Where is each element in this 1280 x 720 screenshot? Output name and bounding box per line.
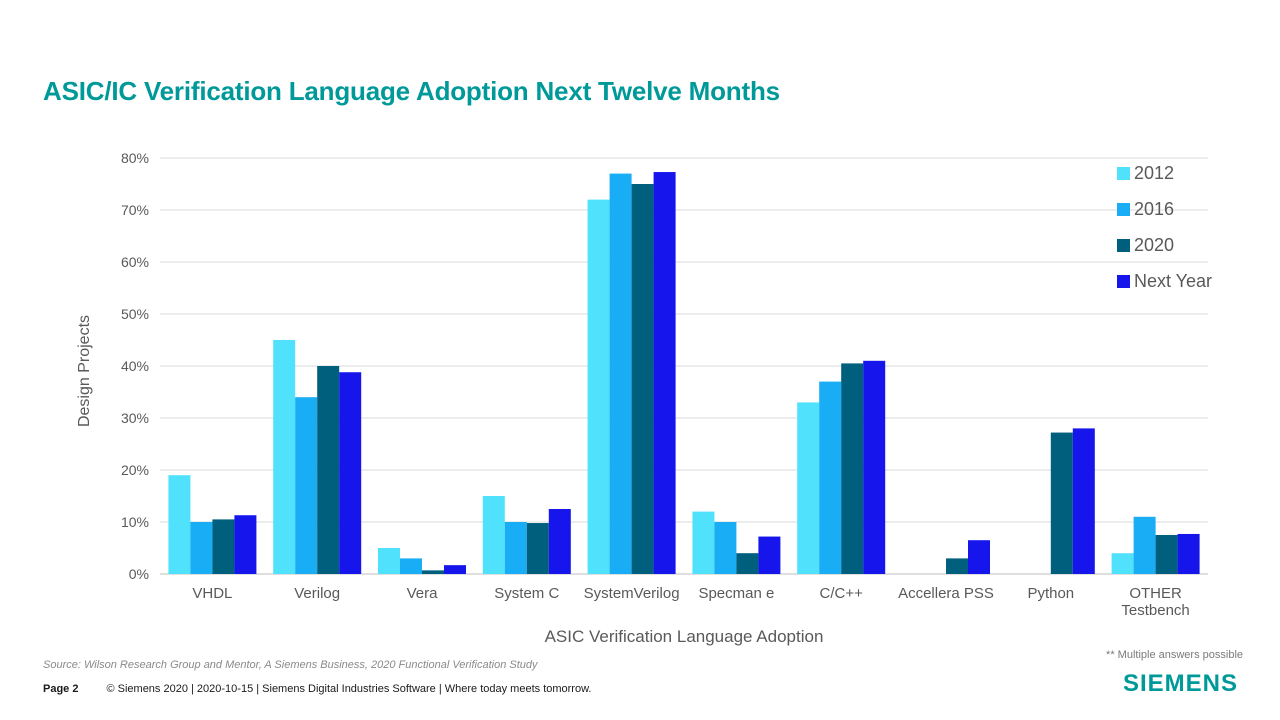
x-tick-label: C/C++ <box>820 585 864 602</box>
page-number: Page 2 <box>43 683 79 695</box>
bar-next-year <box>339 372 362 574</box>
legend-swatch <box>1117 239 1130 252</box>
bar-next-year <box>444 565 466 574</box>
bar-next-year <box>653 172 676 575</box>
x-tick-labels: VHDL Verilog Vera System C SystemVerilog Spec… <box>192 585 1189 619</box>
legend-label: 2020 <box>1134 235 1174 255</box>
x-tick-label: Vera <box>407 585 439 602</box>
bar-next-year <box>1177 533 1200 574</box>
bar-2020 <box>631 184 654 574</box>
bar-2020 <box>422 570 444 574</box>
legend-swatch <box>1117 203 1130 216</box>
bar-2016 <box>609 173 632 574</box>
bar-next-year <box>1072 428 1095 574</box>
bar-2020 <box>212 519 235 574</box>
bar-2012 <box>482 496 505 574</box>
bar-next-year <box>968 540 990 574</box>
x-tick-label: SystemVerilog <box>584 585 680 602</box>
y-tick-label: 20% <box>121 462 149 478</box>
x-axis-title: ASIC Verification Language Adoption <box>545 627 824 646</box>
bar-2012 <box>273 340 296 574</box>
bar-next-year <box>863 360 886 574</box>
bar-2016 <box>190 522 213 574</box>
legend-label: 2012 <box>1134 163 1174 183</box>
x-tick-label: Accellera PSS <box>898 585 994 602</box>
bar-2012 <box>1111 553 1134 574</box>
bar-2016 <box>819 381 842 574</box>
bar-2020 <box>1050 432 1073 574</box>
source-note: Source: Wilson Research Group and Mentor… <box>43 659 538 671</box>
y-tick-label: 40% <box>121 358 149 374</box>
bar-2016 <box>295 397 318 574</box>
multiple-answers-note: ** Multiple answers possible <box>1106 649 1243 661</box>
bar-2020 <box>841 363 864 574</box>
bar-2020 <box>736 553 759 574</box>
footer: Page 2 © Siemens 2020 | 2020-10-15 | Siem… <box>43 683 591 695</box>
y-tick-label: 50% <box>121 306 149 322</box>
x-tick-label: Verilog <box>294 585 340 602</box>
x-tick-label: VHDL <box>192 585 232 602</box>
legend-swatch <box>1117 167 1130 180</box>
bars <box>168 172 1200 575</box>
bar-2012 <box>587 199 610 574</box>
bar-2012 <box>378 548 400 574</box>
legend-label: Next Year <box>1134 271 1212 291</box>
legend-swatch <box>1117 275 1130 288</box>
y-tick-label: 30% <box>121 410 149 426</box>
y-axis-title: Design Projects <box>76 315 93 427</box>
x-tick-label: System C <box>494 585 559 602</box>
bar-2020 <box>946 558 968 574</box>
bar-2016 <box>400 558 422 574</box>
slide-title: ASIC/IC Verification Language Adoption N… <box>43 76 780 106</box>
y-tick-label: 60% <box>121 254 149 270</box>
bar-2020 <box>526 523 549 574</box>
copyright-text: © Siemens 2020 | 2020-10-15 | Siemens Di… <box>106 683 592 695</box>
x-tick-label: Python <box>1027 585 1074 602</box>
legend: 2012 2016 2020 Next Year <box>1117 163 1212 291</box>
legend-label: 2016 <box>1134 199 1174 219</box>
bar-next-year <box>234 515 257 574</box>
siemens-logo: SIEMENS <box>1122 670 1238 697</box>
bar-2016 <box>504 522 527 574</box>
bar-2020 <box>317 366 340 574</box>
y-tick-labels: 0% 10% 20% 30% 40% 50% 60% 70% 80% <box>121 150 149 582</box>
y-tick-label: 80% <box>121 150 149 166</box>
bar-next-year <box>758 536 781 574</box>
bar-2020 <box>1155 535 1178 574</box>
bar-2012 <box>797 402 820 574</box>
x-tick-label: Specman e <box>698 585 774 602</box>
y-tick-label: 10% <box>121 514 149 530</box>
bar-2016 <box>714 522 737 574</box>
bar-2012 <box>692 511 715 574</box>
bar-2012 <box>168 475 191 574</box>
bar-next-year <box>548 509 571 574</box>
y-tick-label: 0% <box>129 566 149 582</box>
bar-2016 <box>1133 516 1156 574</box>
x-tick-label: OTHER Testbench <box>1121 585 1189 619</box>
y-tick-label: 70% <box>121 202 149 218</box>
